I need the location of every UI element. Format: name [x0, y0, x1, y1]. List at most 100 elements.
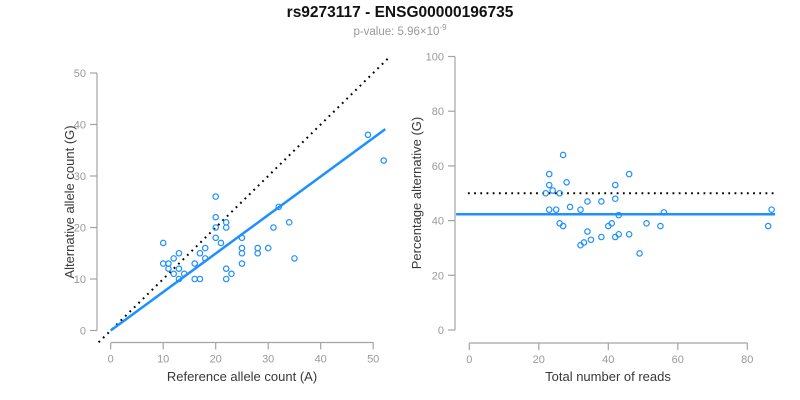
data-point [584, 228, 591, 235]
data-point [170, 270, 178, 278]
x-tick-label: 0 [108, 354, 114, 366]
data-point [222, 275, 230, 283]
regression-line [109, 128, 387, 332]
data-point [191, 275, 199, 283]
data-point [165, 265, 172, 273]
data-point [566, 203, 574, 211]
left-yaxis-label: Alternative allele count (G) [62, 125, 77, 278]
y-tick-label: 50 [74, 68, 86, 80]
data-point [559, 151, 567, 159]
data-point [238, 234, 246, 242]
data-point [625, 230, 633, 238]
x-tick-label: 40 [602, 354, 614, 366]
data-point [175, 275, 183, 283]
data-point [196, 275, 204, 283]
data-point [549, 187, 557, 194]
data-point [159, 239, 167, 247]
y-tick-label: 40 [432, 216, 444, 228]
data-point [217, 239, 225, 247]
x-tick-label: 60 [672, 354, 684, 366]
data-point [222, 224, 230, 231]
data-point [545, 181, 553, 189]
x-tick-label: 40 [315, 354, 327, 366]
data-point [587, 236, 595, 244]
right-scatter-panel: 0 20 40 60 80 100 0 20 40 60 80 [426, 52, 776, 366]
data-point [285, 219, 293, 226]
data-point [270, 224, 277, 231]
data-point [212, 193, 220, 200]
y-tick-label: 20 [432, 270, 444, 282]
y-tick-label: 40 [74, 120, 86, 132]
pvalue-text: p-value: 5.96×10 [353, 25, 440, 38]
x-tick-label: 50 [367, 354, 379, 366]
data-point [598, 233, 605, 241]
identity-line [97, 55, 391, 344]
plot-subtitle: p-value: 5.96×10-9 [0, 23, 800, 38]
data-point [238, 249, 246, 257]
left-xaxis-label: Reference allele count (A) [167, 369, 317, 384]
data-point [657, 222, 664, 230]
x-tick-label: 30 [262, 354, 274, 366]
data-point [545, 206, 553, 213]
right-yaxis-label: Percentage alternative (G) [409, 117, 424, 269]
data-point [604, 222, 612, 230]
data-point [660, 209, 668, 216]
data-point [201, 255, 209, 262]
y-tick-label: 60 [432, 161, 444, 173]
data-point [159, 260, 167, 267]
data-point [180, 270, 188, 278]
data-point [275, 203, 283, 211]
y-tick-label: 30 [74, 171, 86, 183]
x-tick-label: 20 [533, 354, 545, 366]
data-point [636, 250, 643, 257]
data-point [222, 265, 230, 273]
data-point [615, 230, 623, 238]
data-point [542, 189, 550, 197]
data-point [643, 220, 650, 227]
data-point [584, 198, 591, 205]
data-point [556, 189, 563, 197]
y-tick-label: 100 [426, 52, 444, 64]
y-tick-label: 0 [80, 326, 86, 338]
x-tick-label: 80 [741, 354, 753, 366]
y-tick-label: 10 [74, 274, 86, 286]
data-point [191, 260, 199, 267]
data-point [212, 213, 220, 221]
pvalue-exponent: -9 [439, 23, 447, 32]
data-point [201, 244, 209, 252]
data-point [175, 265, 183, 273]
data-point [175, 249, 183, 257]
data-point [577, 206, 584, 213]
data-point [559, 222, 567, 230]
x-tick-label: 10 [157, 354, 169, 366]
data-point [625, 170, 633, 178]
data-point [264, 244, 272, 252]
data-point [238, 260, 246, 267]
data-point [228, 270, 235, 278]
data-point [611, 181, 619, 189]
data-point [212, 234, 220, 242]
right-xaxis-label: Total number of reads [545, 369, 671, 384]
data-point [380, 157, 388, 164]
x-tick-label: 20 [210, 354, 222, 366]
data-point [364, 131, 372, 139]
data-point [768, 206, 775, 213]
data-point [563, 179, 570, 186]
data-point [580, 239, 588, 246]
y-tick-label: 20 [74, 223, 86, 235]
x-tick-label: 0 [466, 354, 472, 366]
data-point [545, 170, 553, 178]
data-point [764, 222, 772, 230]
data-point [212, 224, 220, 231]
data-point [170, 255, 178, 262]
data-point [196, 249, 204, 257]
y-tick-label: 80 [432, 106, 444, 118]
left-scatter-panel: 0 10 20 30 40 50 0 10 20 30 40 50 [74, 55, 391, 366]
y-tick-label: 0 [438, 325, 444, 337]
data-point [254, 249, 262, 257]
data-point [291, 255, 298, 262]
data-point [598, 198, 605, 205]
plot-title: rs9273117 - ENSG00000196735 [286, 4, 514, 21]
